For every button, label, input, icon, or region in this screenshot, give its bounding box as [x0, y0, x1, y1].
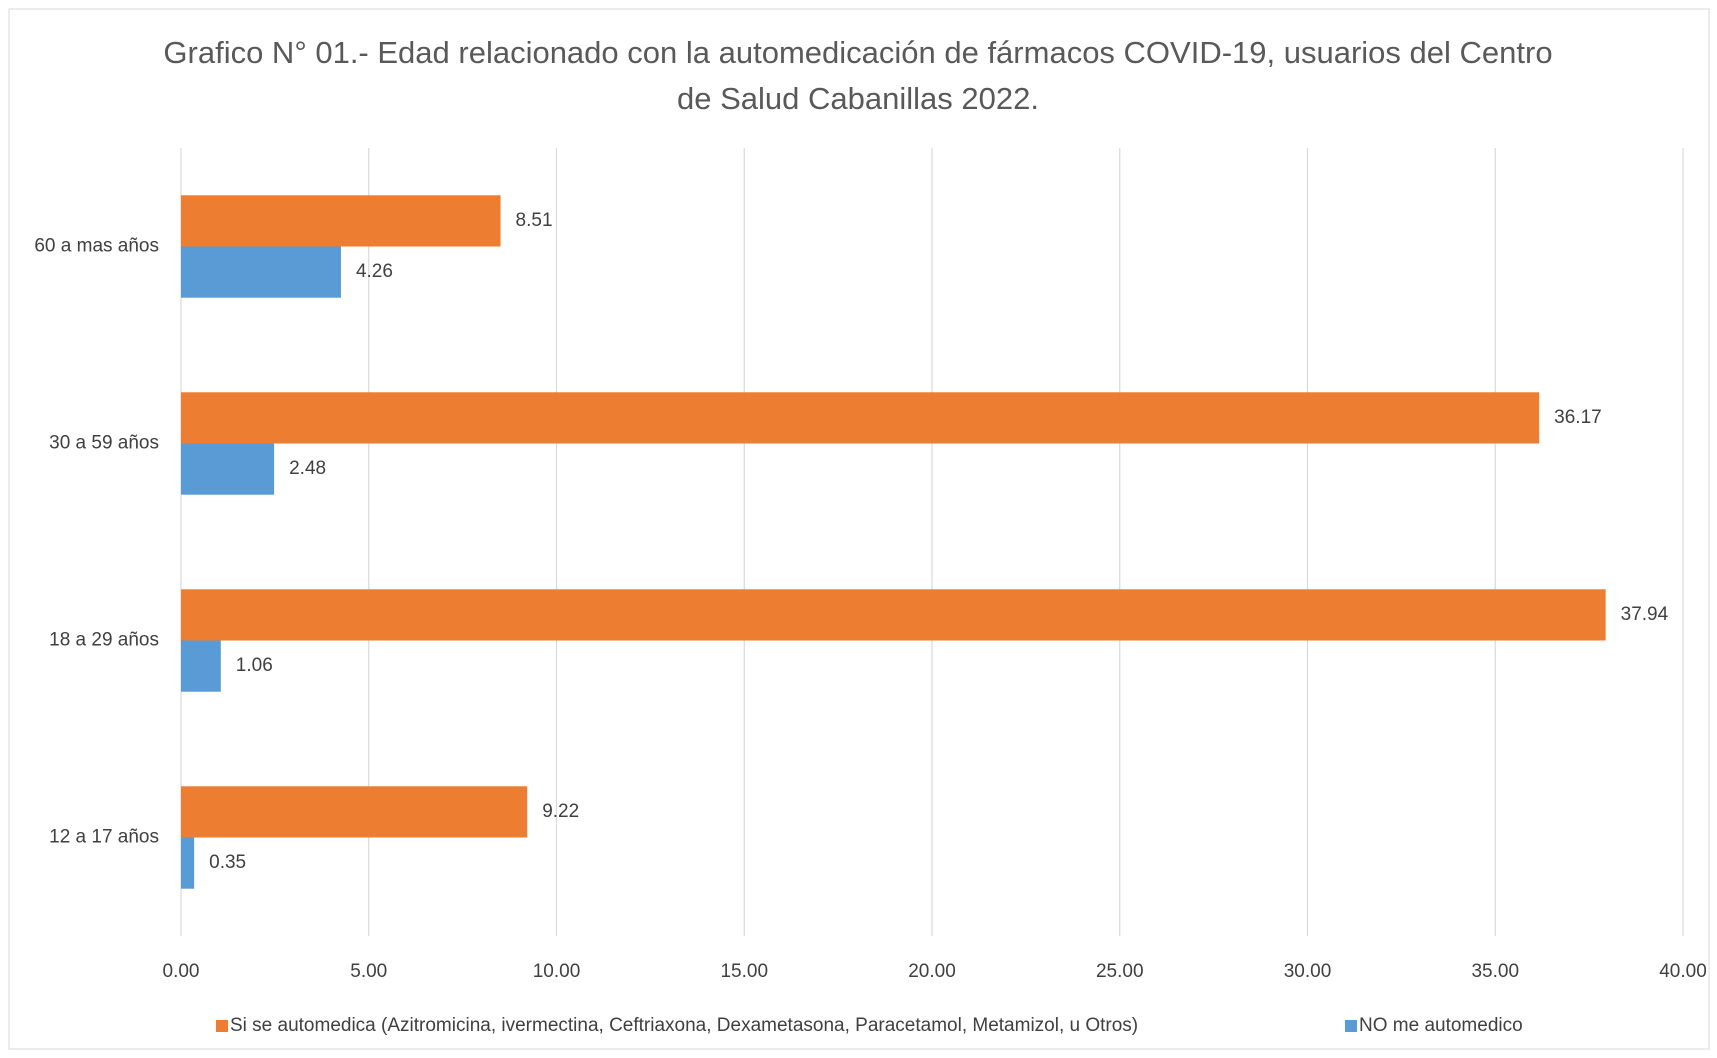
data-label: 8.51	[516, 210, 553, 231]
y-tick-label: 18 a 29 años	[49, 630, 159, 651]
data-label: 1.06	[236, 655, 273, 676]
x-tick-label: 0.00	[163, 961, 200, 982]
y-tick-label: 60 a mas años	[34, 236, 159, 257]
data-label: 4.26	[356, 261, 393, 282]
legend-swatch	[1345, 1020, 1357, 1032]
chart-frame	[8, 8, 1710, 1050]
bar	[181, 589, 1606, 641]
x-tick-label: 30.00	[1284, 961, 1332, 982]
bar	[181, 640, 221, 692]
x-tick-label: 10.00	[533, 961, 581, 982]
bar	[181, 195, 501, 247]
data-label: 36.17	[1554, 407, 1602, 428]
data-label: 0.35	[209, 852, 246, 873]
x-tick-label: 20.00	[908, 961, 956, 982]
bar	[181, 443, 275, 495]
legend-label: Si se automedica (Azitromicina, ivermect…	[230, 1015, 1138, 1036]
bar	[181, 786, 528, 838]
chart-title: Grafico N° 01.- Edad relacionado con la …	[163, 35, 1553, 116]
bar	[181, 392, 1540, 444]
data-label: 2.48	[289, 458, 326, 479]
y-tick-label: 30 a 59 años	[49, 433, 159, 454]
bar	[181, 246, 341, 298]
data-label: 37.94	[1621, 604, 1669, 625]
data-label: 9.22	[542, 801, 579, 822]
bar	[181, 837, 195, 889]
x-tick-label: 40.00	[1659, 961, 1707, 982]
x-tick-label: 15.00	[720, 961, 768, 982]
legend-label: NO me automedico	[1359, 1015, 1523, 1036]
y-tick-label: 12 a 17 años	[49, 827, 159, 848]
x-tick-label: 35.00	[1471, 961, 1519, 982]
x-tick-label: 25.00	[1096, 961, 1144, 982]
legend-swatch	[216, 1020, 228, 1032]
x-tick-label: 5.00	[350, 961, 387, 982]
